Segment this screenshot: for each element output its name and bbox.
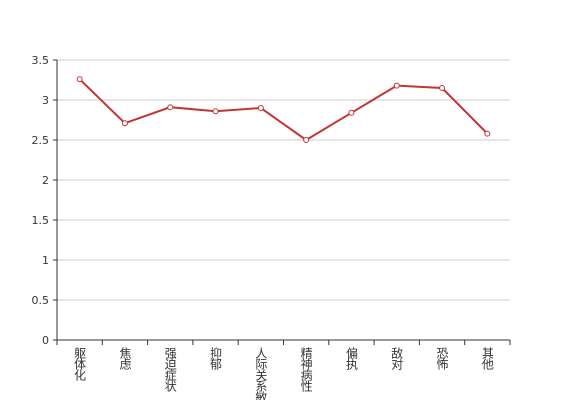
point: [76, 76, 83, 83]
point: [484, 130, 491, 137]
point: [303, 137, 310, 143]
point: [348, 109, 355, 116]
x-tick-label: 敌对: [390, 346, 404, 370]
x-tick-label: 人际关系敏感: [254, 347, 268, 400]
y-tick-label: 2.5: [32, 134, 50, 147]
point: [167, 104, 174, 111]
point: [212, 108, 219, 115]
point: [439, 85, 446, 91]
point: [121, 120, 128, 127]
point: [393, 82, 400, 89]
x-tick-label: 焦虑: [118, 347, 132, 370]
y-tick-label: 1.5: [32, 214, 50, 227]
x-tick-label: 抑郁: [209, 346, 223, 371]
y-tick-label: 0: [42, 334, 49, 347]
x-tick-label: 偏执: [344, 346, 358, 371]
y-tick-label: 3: [42, 94, 49, 107]
y-tick-label: 0.5: [32, 294, 50, 307]
x-tick-label: 其他: [480, 347, 494, 370]
x-tick-label: 强迫症状: [163, 347, 177, 392]
y-tick-label: 2: [42, 174, 49, 187]
y-tick-label: 3.5: [32, 54, 50, 67]
y-tick-label: 1: [42, 254, 49, 267]
line: [78, 78, 489, 142]
x-tick-label: 精神病性: [299, 347, 313, 393]
point: [257, 105, 264, 111]
x-tick-label: 躯体化: [73, 346, 87, 382]
x-tick-label: 恐怖: [435, 347, 449, 370]
